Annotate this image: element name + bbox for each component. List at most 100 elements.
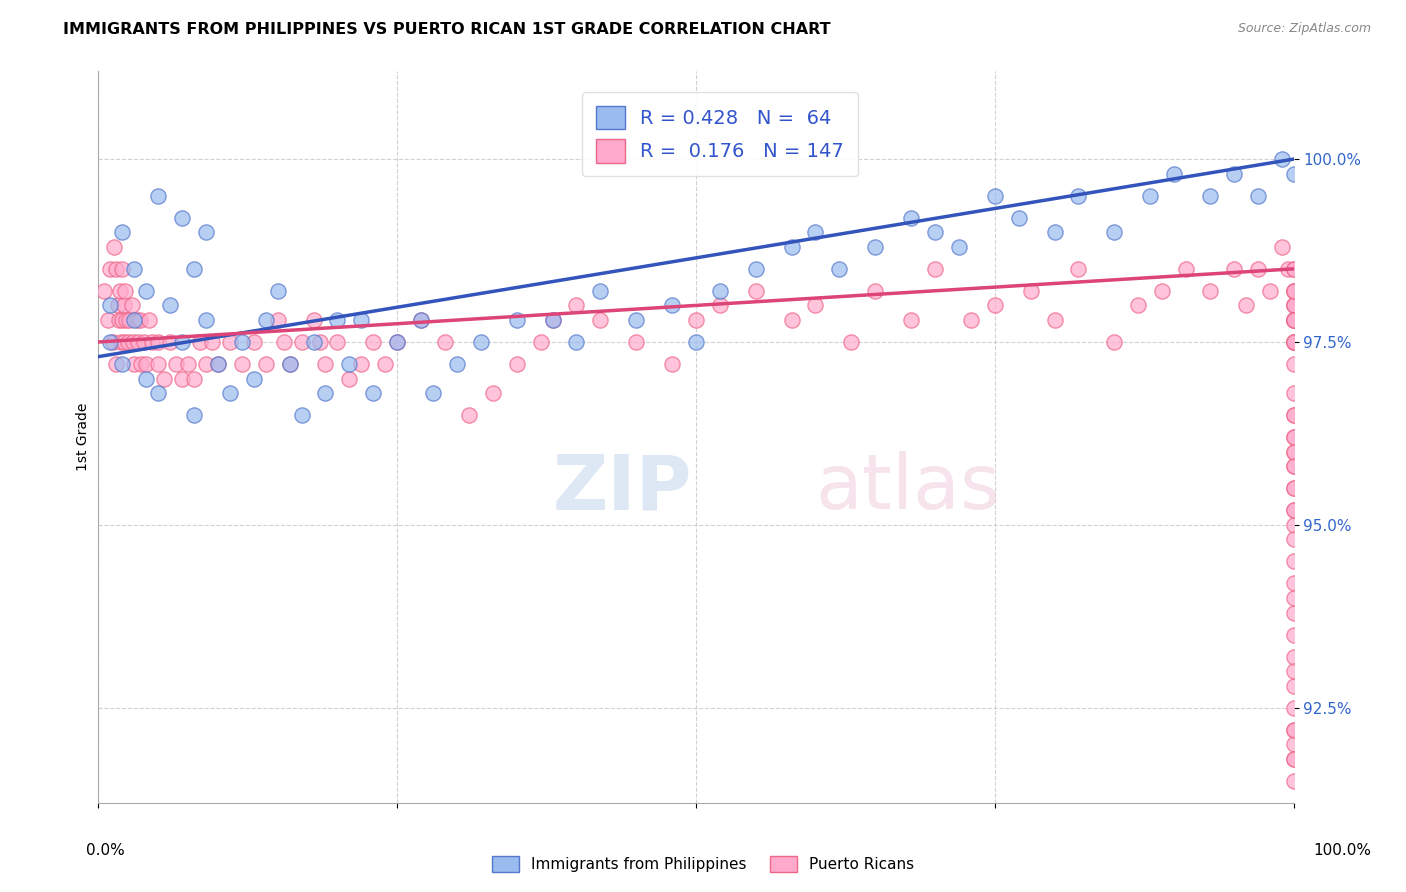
Point bbox=[243, 334, 266, 349]
Point bbox=[1282, 313, 1305, 327]
Point bbox=[1282, 334, 1305, 349]
Point bbox=[177, 357, 200, 371]
Point bbox=[745, 261, 768, 276]
Point bbox=[385, 334, 409, 349]
Point bbox=[626, 334, 648, 349]
Point bbox=[183, 261, 205, 276]
Point bbox=[339, 371, 361, 385]
Point bbox=[105, 357, 128, 371]
Point bbox=[685, 313, 707, 327]
Point bbox=[1282, 430, 1305, 444]
Point bbox=[1282, 591, 1305, 605]
Point bbox=[1282, 503, 1305, 517]
Point bbox=[804, 225, 827, 239]
Point bbox=[506, 357, 529, 371]
Text: 0.0%: 0.0% bbox=[86, 843, 125, 858]
Point bbox=[138, 313, 160, 327]
Point bbox=[1282, 627, 1305, 641]
Point bbox=[188, 334, 211, 349]
Point bbox=[780, 240, 803, 254]
Point bbox=[411, 313, 433, 327]
Point bbox=[1282, 357, 1305, 371]
Point bbox=[1282, 313, 1305, 327]
Point bbox=[1282, 430, 1305, 444]
Legend: R = 0.428   N =  64, R =  0.176   N = 147: R = 0.428 N = 64, R = 0.176 N = 147 bbox=[582, 92, 858, 177]
Point bbox=[108, 284, 131, 298]
Point bbox=[385, 334, 409, 349]
Point bbox=[115, 313, 138, 327]
Point bbox=[374, 357, 396, 371]
Point bbox=[434, 334, 457, 349]
Point bbox=[458, 408, 481, 422]
Y-axis label: 1st Grade: 1st Grade bbox=[76, 403, 90, 471]
Point bbox=[122, 334, 145, 349]
Point bbox=[1282, 334, 1305, 349]
Point bbox=[172, 371, 194, 385]
Point bbox=[565, 298, 588, 312]
Point bbox=[1282, 334, 1305, 349]
Point bbox=[302, 313, 325, 327]
Point bbox=[1271, 152, 1294, 166]
Point bbox=[422, 386, 444, 401]
Point bbox=[98, 298, 122, 312]
Point bbox=[1223, 167, 1246, 181]
Point bbox=[865, 284, 887, 298]
Point bbox=[124, 357, 146, 371]
Point bbox=[243, 371, 266, 385]
Point bbox=[411, 313, 433, 327]
Point bbox=[278, 357, 301, 371]
Text: ZIP: ZIP bbox=[553, 451, 692, 525]
Point bbox=[363, 386, 385, 401]
Point bbox=[924, 225, 946, 239]
Point bbox=[148, 334, 170, 349]
Point bbox=[302, 334, 325, 349]
Point bbox=[1282, 737, 1305, 751]
Point bbox=[291, 334, 314, 349]
Point bbox=[1282, 649, 1305, 664]
Point bbox=[107, 298, 129, 312]
Point bbox=[1282, 576, 1305, 591]
Point bbox=[1282, 773, 1305, 788]
Point bbox=[254, 313, 277, 327]
Point bbox=[112, 334, 135, 349]
Point bbox=[326, 313, 349, 327]
Point bbox=[661, 357, 683, 371]
Text: Source: ZipAtlas.com: Source: ZipAtlas.com bbox=[1237, 22, 1371, 36]
Point bbox=[1282, 298, 1305, 312]
Point bbox=[470, 334, 492, 349]
Point bbox=[1067, 188, 1090, 202]
Point bbox=[339, 357, 361, 371]
Point bbox=[97, 313, 120, 327]
Point bbox=[1282, 313, 1305, 327]
Point bbox=[110, 334, 132, 349]
Point bbox=[125, 313, 148, 327]
Point bbox=[1282, 459, 1305, 474]
Point bbox=[159, 334, 181, 349]
Point bbox=[159, 298, 181, 312]
Point bbox=[135, 357, 157, 371]
Point bbox=[129, 313, 152, 327]
Point bbox=[350, 313, 373, 327]
Point bbox=[1282, 517, 1305, 532]
Point bbox=[98, 334, 122, 349]
Point bbox=[153, 371, 176, 385]
Point bbox=[148, 188, 170, 202]
Point bbox=[201, 334, 224, 349]
Text: 100.0%: 100.0% bbox=[1313, 843, 1372, 858]
Point bbox=[589, 313, 612, 327]
Point bbox=[195, 357, 218, 371]
Point bbox=[148, 357, 170, 371]
Point bbox=[124, 261, 146, 276]
Point bbox=[1247, 188, 1270, 202]
Point bbox=[1282, 298, 1305, 312]
Point bbox=[1282, 313, 1305, 327]
Point bbox=[105, 261, 128, 276]
Point bbox=[114, 284, 136, 298]
Point bbox=[1282, 334, 1305, 349]
Point bbox=[1282, 481, 1305, 495]
Point bbox=[1282, 503, 1305, 517]
Point bbox=[482, 386, 505, 401]
Point bbox=[219, 386, 242, 401]
Point bbox=[1163, 167, 1185, 181]
Point bbox=[1282, 261, 1305, 276]
